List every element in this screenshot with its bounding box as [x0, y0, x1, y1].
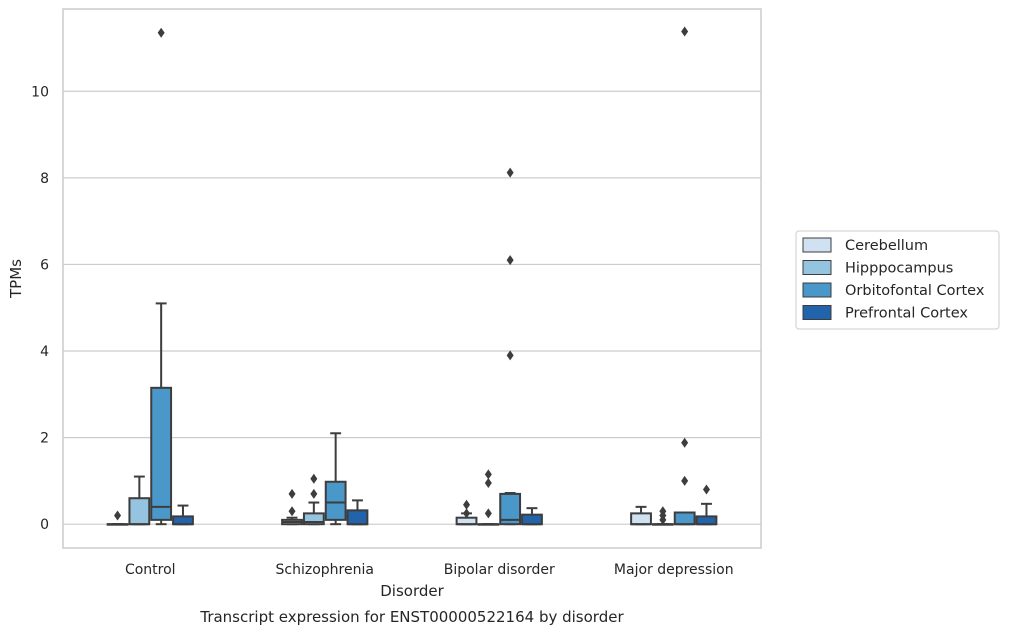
x-tick-label: Control: [125, 562, 176, 578]
outlier-point: [681, 437, 689, 448]
outlier-point: [288, 506, 296, 517]
box-2-2: [499, 167, 522, 526]
box-0-3: [172, 504, 194, 526]
iqr-box: [150, 386, 173, 521]
outlier-point: [114, 510, 122, 521]
legend-label: Orbitofontal Cortex: [845, 283, 985, 299]
iqr-box: [172, 515, 194, 526]
iqr-box: [324, 480, 347, 521]
outlier-point: [463, 508, 471, 519]
x-tick-label: Bipolar disorder: [444, 562, 555, 578]
outlier-point: [484, 508, 492, 519]
iqr-box: [521, 513, 543, 526]
x-tick-labels: Control Schizophrenia Bipolar disorder Majo…: [125, 562, 734, 578]
box-3-0: [630, 505, 652, 526]
outlier-point: [310, 488, 318, 499]
legend-swatch: [802, 237, 832, 253]
iqr-box: [346, 509, 369, 526]
iqr-box: [695, 515, 718, 526]
outlier-point: [506, 255, 514, 266]
outlier-point: [484, 478, 492, 489]
legend-label: Hipppocampus: [845, 261, 953, 277]
box-0-0: [106, 510, 129, 526]
box-2-1: [477, 469, 500, 526]
iqr-box: [499, 492, 522, 526]
box-3-2: [673, 26, 696, 526]
box-1-0: [281, 488, 303, 526]
legend-swatch: [802, 282, 832, 298]
legend-label: Cerebellum: [845, 238, 928, 254]
y-axis-title: TPMs: [7, 259, 25, 299]
y-tick-label: 10: [31, 84, 49, 100]
y-tick-labels: 0 2 4 6 8 10: [31, 84, 49, 533]
outlier-point: [702, 484, 710, 495]
outlier-point: [463, 499, 471, 510]
legend-label: Prefrontal Cortex: [845, 306, 968, 322]
outlier-point: [681, 475, 689, 486]
iqr-box: [128, 497, 151, 526]
outlier-point: [506, 350, 514, 361]
legend-swatch: [802, 305, 832, 320]
y-tick-label: 8: [40, 171, 49, 187]
box-0-2: [150, 27, 173, 526]
outlier-point: [506, 167, 514, 178]
chart-title: Transcript expression for ENST0000052216…: [199, 608, 624, 626]
iqr-box: [630, 512, 652, 526]
plot-boxes: [106, 26, 718, 526]
box-3-1: [651, 506, 674, 526]
y-tick-label: 4: [40, 344, 49, 360]
legend-swatch: [802, 260, 832, 275]
outlier-point: [484, 469, 492, 480]
y-tick-label: 0: [40, 517, 49, 533]
box-3-3: [695, 484, 718, 526]
x-axis-title: Disorder: [380, 582, 444, 600]
box-1-3: [346, 499, 369, 526]
legend: Cerebellum Hipppocampus Orbitofontal Corte…: [795, 230, 1000, 330]
y-tick-label: 6: [40, 257, 49, 273]
box-0-1: [128, 475, 151, 526]
outlier-point: [288, 488, 296, 499]
legend-frame: [795, 230, 1000, 330]
y-tick-label: 2: [40, 431, 49, 447]
outlier-point: [681, 26, 689, 37]
x-tick-label: Major depression: [614, 562, 734, 578]
outlier-point: [659, 506, 667, 517]
box-2-0: [455, 499, 478, 526]
outlier-point: [310, 473, 318, 484]
box-1-1: [302, 473, 325, 526]
plot-frame: [62, 8, 762, 549]
x-tick-label: Schizophrenia: [276, 562, 374, 578]
box-1-2: [324, 432, 347, 526]
box-2-3: [521, 507, 543, 526]
iqr-box: [673, 511, 696, 526]
outlier-point: [157, 27, 165, 38]
iqr-box: [302, 512, 325, 526]
